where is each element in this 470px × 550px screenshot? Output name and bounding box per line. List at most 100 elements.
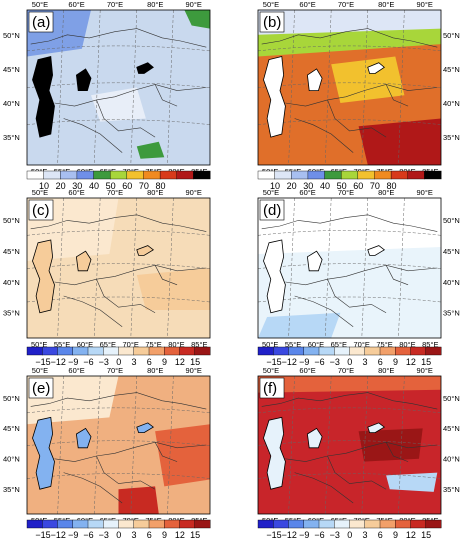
- colorbar-swatch: [42, 346, 59, 356]
- meridian-line: [167, 197, 174, 339]
- meridian-line: [288, 375, 295, 515]
- left-lat-label: 45°N: [3, 65, 20, 74]
- panel-frame: [257, 375, 442, 515]
- panel-frame: [257, 9, 442, 166]
- colorbar-swatch: [179, 346, 196, 356]
- colorbar-swatch: [103, 519, 120, 529]
- parallel-line: [257, 45, 442, 52]
- caspian-sea: [263, 416, 286, 490]
- colorbar-label: 50: [106, 181, 116, 191]
- colorbar-label: −9: [68, 357, 78, 367]
- country-border: [54, 441, 207, 462]
- left-lat-label: 50°N: [3, 31, 20, 40]
- colorbar-label: 40: [89, 181, 99, 191]
- country-border: [30, 214, 207, 232]
- colorbar-swatch: [118, 346, 135, 356]
- bottom-lon-label: 65°E: [331, 340, 347, 349]
- colorbar-swatch: [57, 519, 74, 529]
- top-lon-label: 80°E: [378, 0, 394, 9]
- field-patch: [155, 424, 210, 487]
- top-lon-label: 80°E: [147, 366, 163, 375]
- left-lat-label: 35°N: [3, 309, 20, 318]
- right-lat-label: 40°N: [443, 455, 460, 464]
- meridian-line: [167, 9, 174, 166]
- colorbar-swatch: [303, 519, 320, 529]
- colorbar-swatch: [194, 519, 211, 529]
- colorbar-label: 9: [162, 530, 167, 540]
- colorbar-swatch: [194, 346, 211, 356]
- colorbar-label: 12: [175, 530, 185, 540]
- top-lon-label: 70°E: [107, 366, 123, 375]
- field-patch: [136, 141, 165, 159]
- aral-sea: [75, 68, 92, 91]
- left-lat-label: 40°N: [3, 455, 20, 464]
- meridian-line: [324, 197, 332, 339]
- meridian-line: [324, 375, 332, 515]
- colorbar-label: 9: [393, 530, 398, 540]
- colorbar-label: −15: [266, 357, 281, 367]
- country-border: [63, 472, 123, 504]
- caspian-sea: [263, 56, 286, 138]
- aral-sea: [306, 427, 323, 449]
- colorbar-label: 0: [347, 530, 352, 540]
- top-lon-label: 50°E: [32, 0, 48, 9]
- colorbar-swatch: [349, 346, 366, 356]
- colorbar-label: −9: [68, 530, 78, 540]
- top-lon-label: 50°E: [263, 366, 279, 375]
- parallel-line: [26, 230, 211, 236]
- right-lat-label: 50°N: [443, 394, 460, 403]
- bottom-lon-label: 80°E: [399, 340, 415, 349]
- field-patch: [118, 486, 159, 514]
- meridian-line: [93, 197, 101, 339]
- colorbar-swatch: [288, 346, 305, 356]
- panel-f: (f)50°E60°E70°E80°E90°E50°E55°E60°E65°E7…: [257, 366, 460, 525]
- right-lat-label: 45°N: [443, 424, 460, 433]
- colorbar-swatch: [143, 170, 161, 180]
- colorbar-swatch: [118, 519, 135, 529]
- left-lat-label: 35°N: [3, 133, 20, 142]
- colorbar-label: 0: [116, 530, 121, 540]
- lake-balkhash: [136, 245, 155, 256]
- country-border: [96, 99, 156, 138]
- colorbar-label: −9: [299, 530, 309, 540]
- colorbar-label: −15: [35, 357, 50, 367]
- colorbar-swatch: [87, 519, 104, 529]
- field-patch: [258, 312, 341, 338]
- colorbar-label: 10: [39, 181, 49, 191]
- panel-label-box: [28, 199, 54, 221]
- panel-label-box: [28, 377, 54, 399]
- panel-label: (c): [32, 202, 50, 219]
- colorbar-label: −3: [330, 530, 340, 540]
- colorbar-label: −15: [266, 530, 281, 540]
- panel-a: (a)50°E60°E70°E80°E90°E50°E55°E60°E65°E7…: [3, 0, 211, 176]
- colorbar-label: 3: [362, 530, 367, 540]
- colorbar-swatch: [390, 170, 409, 180]
- colorbar-swatch: [133, 346, 150, 356]
- country-border: [327, 455, 387, 490]
- panel-label-box: [28, 11, 54, 33]
- colorbar-swatch: [324, 170, 342, 180]
- left-lat-label: 40°N: [3, 278, 20, 287]
- country-border: [385, 442, 409, 462]
- colorbar-swatch: [307, 170, 326, 180]
- meridian-line: [57, 375, 64, 515]
- country-border: [54, 264, 207, 286]
- colorbar-label: 60: [353, 181, 363, 191]
- panel-label: (b): [263, 14, 281, 31]
- right-lat-label: 35°N: [443, 485, 460, 494]
- top-lon-label: 50°E: [263, 188, 279, 197]
- meridian-line: [361, 9, 369, 166]
- field-patch: [258, 198, 441, 254]
- country-border: [385, 84, 409, 107]
- country-border: [154, 265, 178, 286]
- left-lat-label: 35°N: [3, 485, 20, 494]
- top-lon-label: 90°E: [186, 0, 202, 9]
- field-patch: [386, 472, 438, 492]
- colorbar-swatch: [87, 346, 104, 356]
- colorbar-swatch: [318, 346, 335, 356]
- country-border: [294, 118, 354, 153]
- bottom-lon-label: 70°E: [123, 340, 139, 349]
- colorbar-swatch: [109, 170, 128, 180]
- meridian-line: [167, 375, 174, 515]
- meridian-line: [288, 197, 295, 339]
